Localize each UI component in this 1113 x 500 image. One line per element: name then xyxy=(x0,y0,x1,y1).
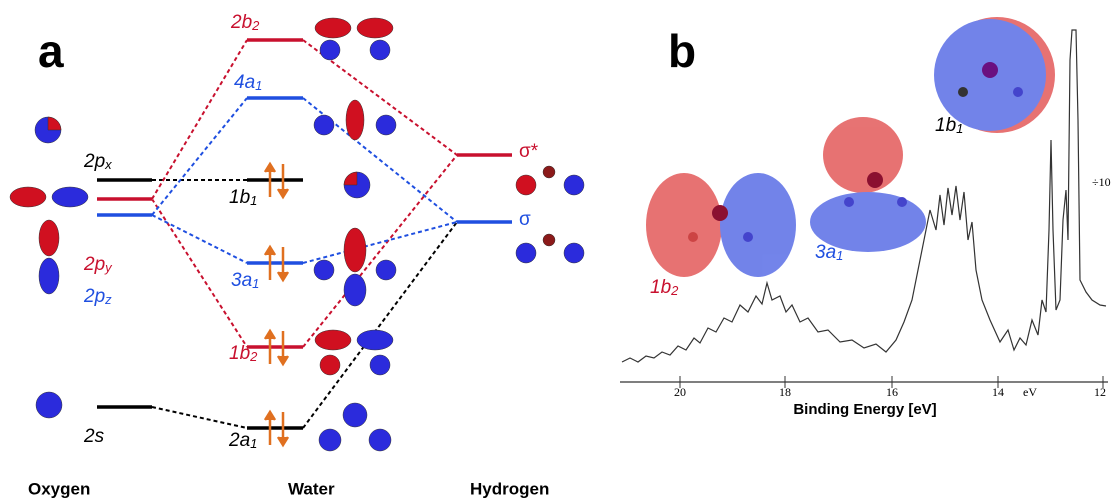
orbital-icons xyxy=(10,18,584,451)
tick-label: 12 xyxy=(1094,385,1106,399)
figure: a b xyxy=(0,0,1113,500)
unit-label: eV xyxy=(1023,385,1037,399)
column-label: Hydrogen xyxy=(470,479,549,498)
level-label: 2s xyxy=(83,426,105,447)
axis-title: Binding Energy [eV] xyxy=(793,401,936,418)
level-label: 2py xyxy=(83,254,113,275)
level-label: 2pz xyxy=(83,286,112,307)
level-label: 1b1 xyxy=(229,187,257,208)
level-label: 2px xyxy=(83,151,112,172)
column-label: Water xyxy=(288,479,335,498)
column-label: Oxygen xyxy=(28,479,90,498)
level-label: 2b2 xyxy=(230,12,260,33)
tick-label: 18 xyxy=(779,385,791,399)
level-label: σ* xyxy=(519,141,539,162)
panel-label: a xyxy=(38,25,64,77)
level-label: 3a1 xyxy=(231,270,259,291)
connectors xyxy=(152,40,457,428)
tick-label: 16 xyxy=(886,385,898,399)
level-label: 2a1 xyxy=(228,430,257,451)
level-label: σ xyxy=(519,209,531,230)
tick-label: 14 xyxy=(992,385,1004,399)
electrons xyxy=(265,164,288,445)
water-level-labels: 2b2 4a1 1b1 3a1 1b2 2a1 xyxy=(228,12,262,451)
level-label: 4a1 xyxy=(234,72,262,93)
scale-note: ÷10 xyxy=(1092,175,1111,189)
orbital-renders xyxy=(646,17,1055,277)
tick-label: 20 xyxy=(674,385,686,399)
orbital-label: 1b2 xyxy=(650,277,679,298)
panel-label: b xyxy=(668,25,696,77)
